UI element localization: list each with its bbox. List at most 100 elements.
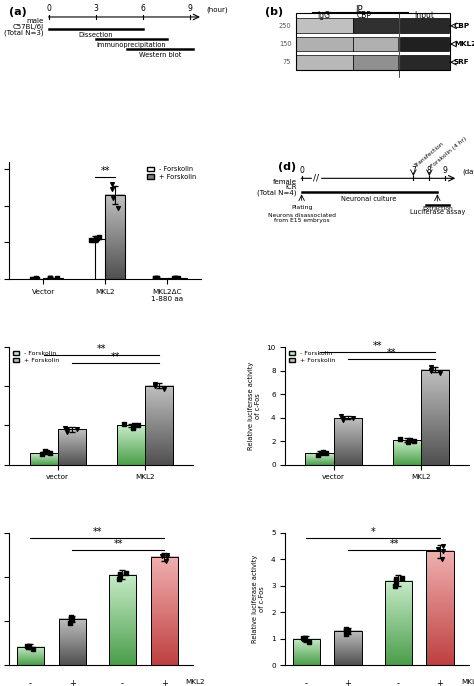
Text: Western blot: Western blot — [139, 52, 182, 58]
Point — [163, 549, 171, 560]
Point — [405, 437, 412, 448]
Bar — [59, 619, 86, 665]
Text: MKL2: MKL2 — [461, 678, 474, 685]
Bar — [292, 639, 320, 665]
Point — [406, 434, 414, 445]
Point — [153, 273, 160, 284]
Point — [130, 420, 138, 431]
Point — [164, 552, 171, 563]
Point — [392, 573, 400, 584]
Text: **: ** — [373, 342, 382, 351]
Text: 3: 3 — [93, 4, 99, 13]
Point — [63, 426, 71, 437]
Text: Input: Input — [414, 10, 434, 20]
Point — [34, 273, 41, 284]
Bar — [427, 552, 454, 665]
Text: -: - — [305, 678, 308, 686]
Bar — [353, 36, 398, 51]
Bar — [400, 19, 449, 34]
Point — [300, 633, 307, 644]
Point — [46, 447, 54, 458]
Text: **: ** — [389, 539, 399, 549]
Bar — [29, 453, 58, 464]
Point — [92, 234, 100, 245]
Point — [67, 613, 74, 624]
Point — [152, 273, 159, 284]
Point — [93, 233, 101, 244]
Point — [151, 379, 159, 390]
Text: 7: 7 — [411, 166, 416, 175]
Bar — [353, 19, 398, 34]
Bar — [305, 453, 334, 464]
Text: 250: 250 — [279, 23, 292, 29]
Point — [349, 412, 356, 423]
Bar — [353, 55, 398, 70]
Point — [24, 641, 31, 652]
Point — [109, 193, 117, 204]
Point — [436, 368, 444, 379]
Point — [67, 611, 74, 622]
Bar — [400, 55, 449, 70]
Point — [151, 379, 159, 390]
Text: (Total N=4): (Total N=4) — [257, 189, 297, 196]
Point — [26, 641, 33, 652]
Text: 75: 75 — [283, 59, 292, 65]
Bar — [296, 19, 353, 34]
Text: Extraction: Extraction — [422, 206, 453, 211]
Text: ICR: ICR — [285, 185, 297, 190]
Bar — [145, 386, 173, 464]
Point — [151, 381, 159, 392]
Point — [121, 418, 128, 429]
Text: Plating: Plating — [291, 205, 312, 210]
Point — [114, 202, 122, 213]
Point — [46, 273, 54, 284]
Bar — [400, 36, 449, 51]
Text: (a): (a) — [9, 7, 27, 17]
Point — [129, 423, 137, 434]
Text: +: + — [437, 678, 444, 686]
Text: SRF: SRF — [454, 59, 470, 65]
Point — [154, 273, 161, 284]
Text: **: ** — [100, 167, 110, 176]
Bar — [117, 425, 145, 464]
Point — [343, 624, 350, 635]
Point — [410, 436, 418, 447]
Point — [162, 556, 170, 567]
Point — [87, 235, 95, 246]
Text: Neurons disassociated: Neurons disassociated — [268, 213, 336, 218]
Point — [115, 573, 123, 584]
Text: -: - — [121, 678, 124, 686]
Point — [63, 424, 71, 435]
Point — [342, 628, 350, 639]
Text: C57BL/6J: C57BL/6J — [13, 24, 44, 30]
Legend: - Forskolin, + Forskolin: - Forskolin, + Forskolin — [146, 165, 198, 181]
Text: -: - — [29, 678, 32, 686]
Bar — [296, 14, 450, 70]
Point — [174, 273, 182, 284]
Point — [73, 423, 81, 434]
Point — [392, 575, 400, 586]
Text: 150: 150 — [279, 41, 292, 47]
Point — [439, 541, 447, 552]
Point — [31, 273, 38, 284]
Point — [66, 618, 74, 629]
Text: *: * — [371, 527, 375, 536]
Point — [337, 411, 345, 422]
Text: from E15 embryos: from E15 embryos — [274, 218, 329, 224]
Point — [29, 643, 37, 654]
Point — [345, 626, 352, 637]
Point — [172, 273, 179, 284]
Y-axis label: Relative luciferase activity
of c-Fos: Relative luciferase activity of c-Fos — [253, 555, 265, 643]
Bar — [296, 55, 353, 70]
Text: Dissection: Dissection — [79, 32, 113, 38]
Text: 9: 9 — [188, 4, 193, 13]
Text: MKL2: MKL2 — [185, 678, 205, 685]
Text: //: // — [313, 174, 319, 182]
Point — [305, 637, 313, 648]
Text: MKL2: MKL2 — [454, 41, 474, 47]
Point — [427, 364, 435, 375]
Text: (d): (d) — [278, 162, 296, 172]
Y-axis label: Relative luciferase activity
of c-Fos: Relative luciferase activity of c-Fos — [248, 362, 261, 450]
Bar — [58, 429, 86, 464]
Text: 0: 0 — [46, 4, 51, 13]
